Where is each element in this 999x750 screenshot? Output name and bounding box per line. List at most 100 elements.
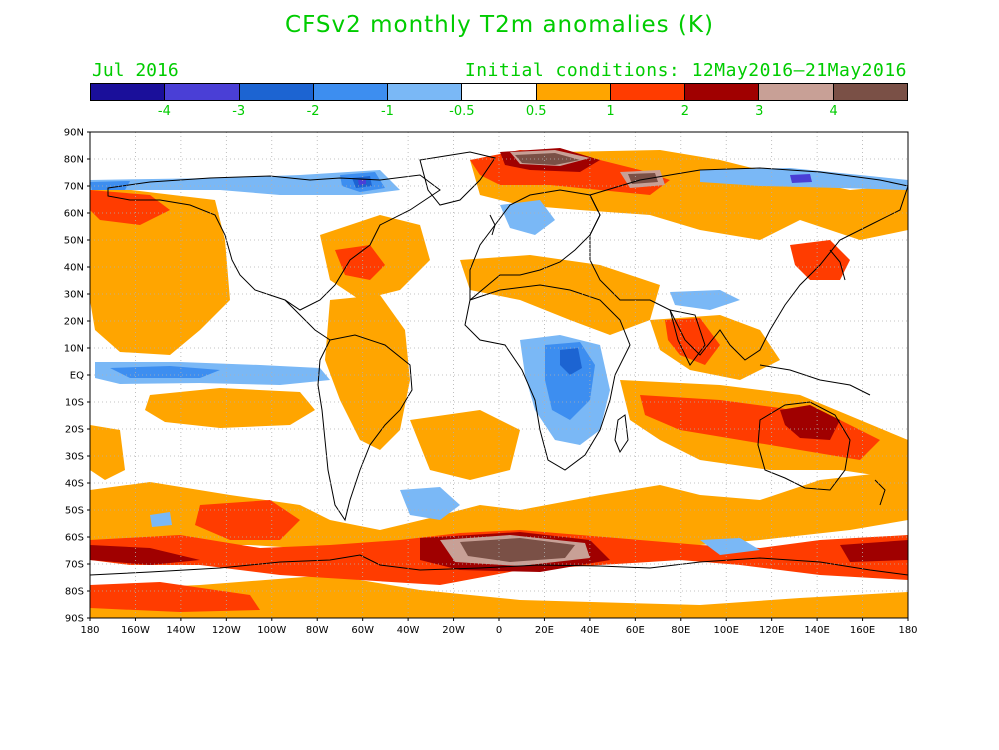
lat-tick-label: EQ: [70, 371, 84, 382]
lat-tick-label: 20S: [65, 425, 84, 436]
anomaly-southeast-pacific: [195, 500, 300, 540]
colorbar-label: -0.5: [449, 104, 475, 119]
anomaly-east-us: [335, 245, 385, 280]
lon-tick-label: 100W: [257, 625, 286, 636]
coast-africa: [464, 284, 631, 471]
colorbar: [90, 83, 908, 101]
anomaly-antarctic-south: [90, 575, 908, 618]
lat-tick-label: 80S: [65, 587, 84, 598]
anomaly-south-pacific-west: [90, 425, 125, 480]
anomaly-alaska-core: [90, 181, 130, 190]
colorbar-label: -3: [232, 104, 246, 119]
forecast-month: Jul 2016: [92, 60, 179, 81]
colorbar-label: -2: [306, 104, 320, 119]
lon-tick-label: 160W: [121, 625, 150, 636]
colorbar-swatch: [833, 84, 907, 100]
colorbar-label: 0.5: [525, 104, 547, 119]
anomaly-north-pacific: [90, 185, 230, 355]
anomaly-baffin-deepest: [358, 179, 366, 185]
lat-tick-label: 70N: [64, 182, 84, 193]
anomaly-north-australia: [780, 405, 840, 440]
colorbar-label: 3: [755, 104, 764, 119]
anomaly-south-atlantic: [410, 410, 520, 480]
lat-tick-label: 70S: [65, 560, 84, 571]
coast-asia: [589, 167, 908, 361]
anomaly-weddell-dark: [90, 545, 200, 565]
grid-lines: [90, 132, 908, 618]
colorbar-swatch: [685, 84, 760, 100]
anomaly-bering: [90, 190, 170, 225]
lon-tick-label: 80E: [671, 625, 690, 636]
lat-tick-label: 80N: [64, 155, 84, 166]
lon-tick-label: 20W: [442, 625, 465, 636]
lat-tick-label: 50N: [64, 236, 84, 247]
colorbar-label: 1: [606, 104, 615, 119]
coast-central-america: [284, 299, 331, 341]
lon-tick-label: 120E: [759, 625, 784, 636]
anomaly-ross-sea: [840, 540, 908, 562]
lat-tick-label: 60N: [64, 209, 84, 220]
anomaly-africa-deep: [560, 348, 582, 375]
anomaly-north-atlantic-cold: [500, 200, 555, 235]
lon-tick-label: 160E: [850, 625, 875, 636]
coast-india: [669, 309, 706, 366]
anomaly-antarctic-max: [460, 538, 575, 562]
lon-tick-label: 40E: [580, 625, 599, 636]
lat-tick-label: 90N: [64, 128, 84, 139]
lon-tick-label: 140W: [166, 625, 195, 636]
anomaly-east-asia: [790, 240, 850, 280]
anomaly-south-atlantic-cold: [400, 487, 460, 520]
colorbar-label: 2: [680, 104, 690, 119]
anomaly-south-america: [325, 295, 410, 450]
lat-tick-label: 30N: [64, 290, 84, 301]
colorbar-swatch: [313, 84, 389, 100]
coast-north-america: [107, 174, 441, 311]
anomaly-pacific-south-cold: [150, 512, 172, 527]
lon-tick-label: 20E: [535, 625, 554, 636]
anomaly-south-pacific-band: [145, 388, 315, 428]
colorbar-swatch: [759, 84, 834, 100]
colorbar-swatch: [91, 84, 166, 100]
colorbar-swatch: [388, 84, 463, 100]
initial-conditions: Initial conditions: 12May2016–21May2016: [464, 60, 907, 81]
anomaly-arctic-canada: [90, 170, 400, 195]
colorbar-swatch: [536, 84, 611, 100]
lat-tick-label: 50S: [65, 506, 84, 517]
lat-tick-label: 90S: [65, 614, 84, 625]
anomaly-south-atlantic-red: [90, 582, 260, 612]
lat-tick-label: 60S: [65, 533, 84, 544]
lat-tick-label: 10N: [64, 344, 84, 355]
colorbar-swatch: [165, 84, 240, 100]
coast-japan: [829, 249, 846, 281]
lon-tick-label: 120W: [212, 625, 241, 636]
colorbar-label: -1: [380, 104, 394, 119]
anomaly-australia-ocean: [640, 395, 880, 460]
colorbar-swatch: [462, 84, 537, 100]
anomaly-pacific-cold-core: [110, 366, 220, 378]
coast-indonesia: [759, 364, 871, 396]
colorbar-swatch: [610, 84, 686, 100]
lat-tick-label: 10S: [65, 398, 84, 409]
coast-australia: [757, 401, 851, 491]
lat-tick-label: 30S: [65, 452, 84, 463]
latitude-ticks: 90N 80N 70N 60N 50N 40N 30N 20N 10N EQ 10S 20S 30S 40…: [64, 128, 90, 625]
anomaly-arctic-max: [515, 153, 580, 165]
lat-tick-label: 40S: [65, 479, 84, 490]
coast-madagascar: [614, 414, 629, 454]
lon-tick-label: 80W: [306, 625, 329, 636]
anomaly-india: [665, 318, 720, 365]
lat-tick-label: 40N: [64, 263, 84, 274]
coastlines: [90, 151, 908, 576]
lon-tick-label: 140E: [804, 625, 829, 636]
lon-tick-label: 0: [496, 625, 502, 636]
coast-antarctica: [90, 554, 908, 576]
colorbar-swatch: [239, 84, 314, 100]
coast-greenland: [419, 151, 496, 206]
anomaly-indian-cold: [670, 290, 740, 310]
coast-uk: [489, 214, 496, 236]
longitude-ticks: 180 160W 140W 120W 100W 80W 60W 40W 20W 0 20E 40E 60…: [80, 618, 918, 636]
colorbar-label: 4: [829, 104, 838, 119]
anomaly-ross-cold: [700, 538, 760, 555]
coast-south-america: [317, 334, 413, 522]
